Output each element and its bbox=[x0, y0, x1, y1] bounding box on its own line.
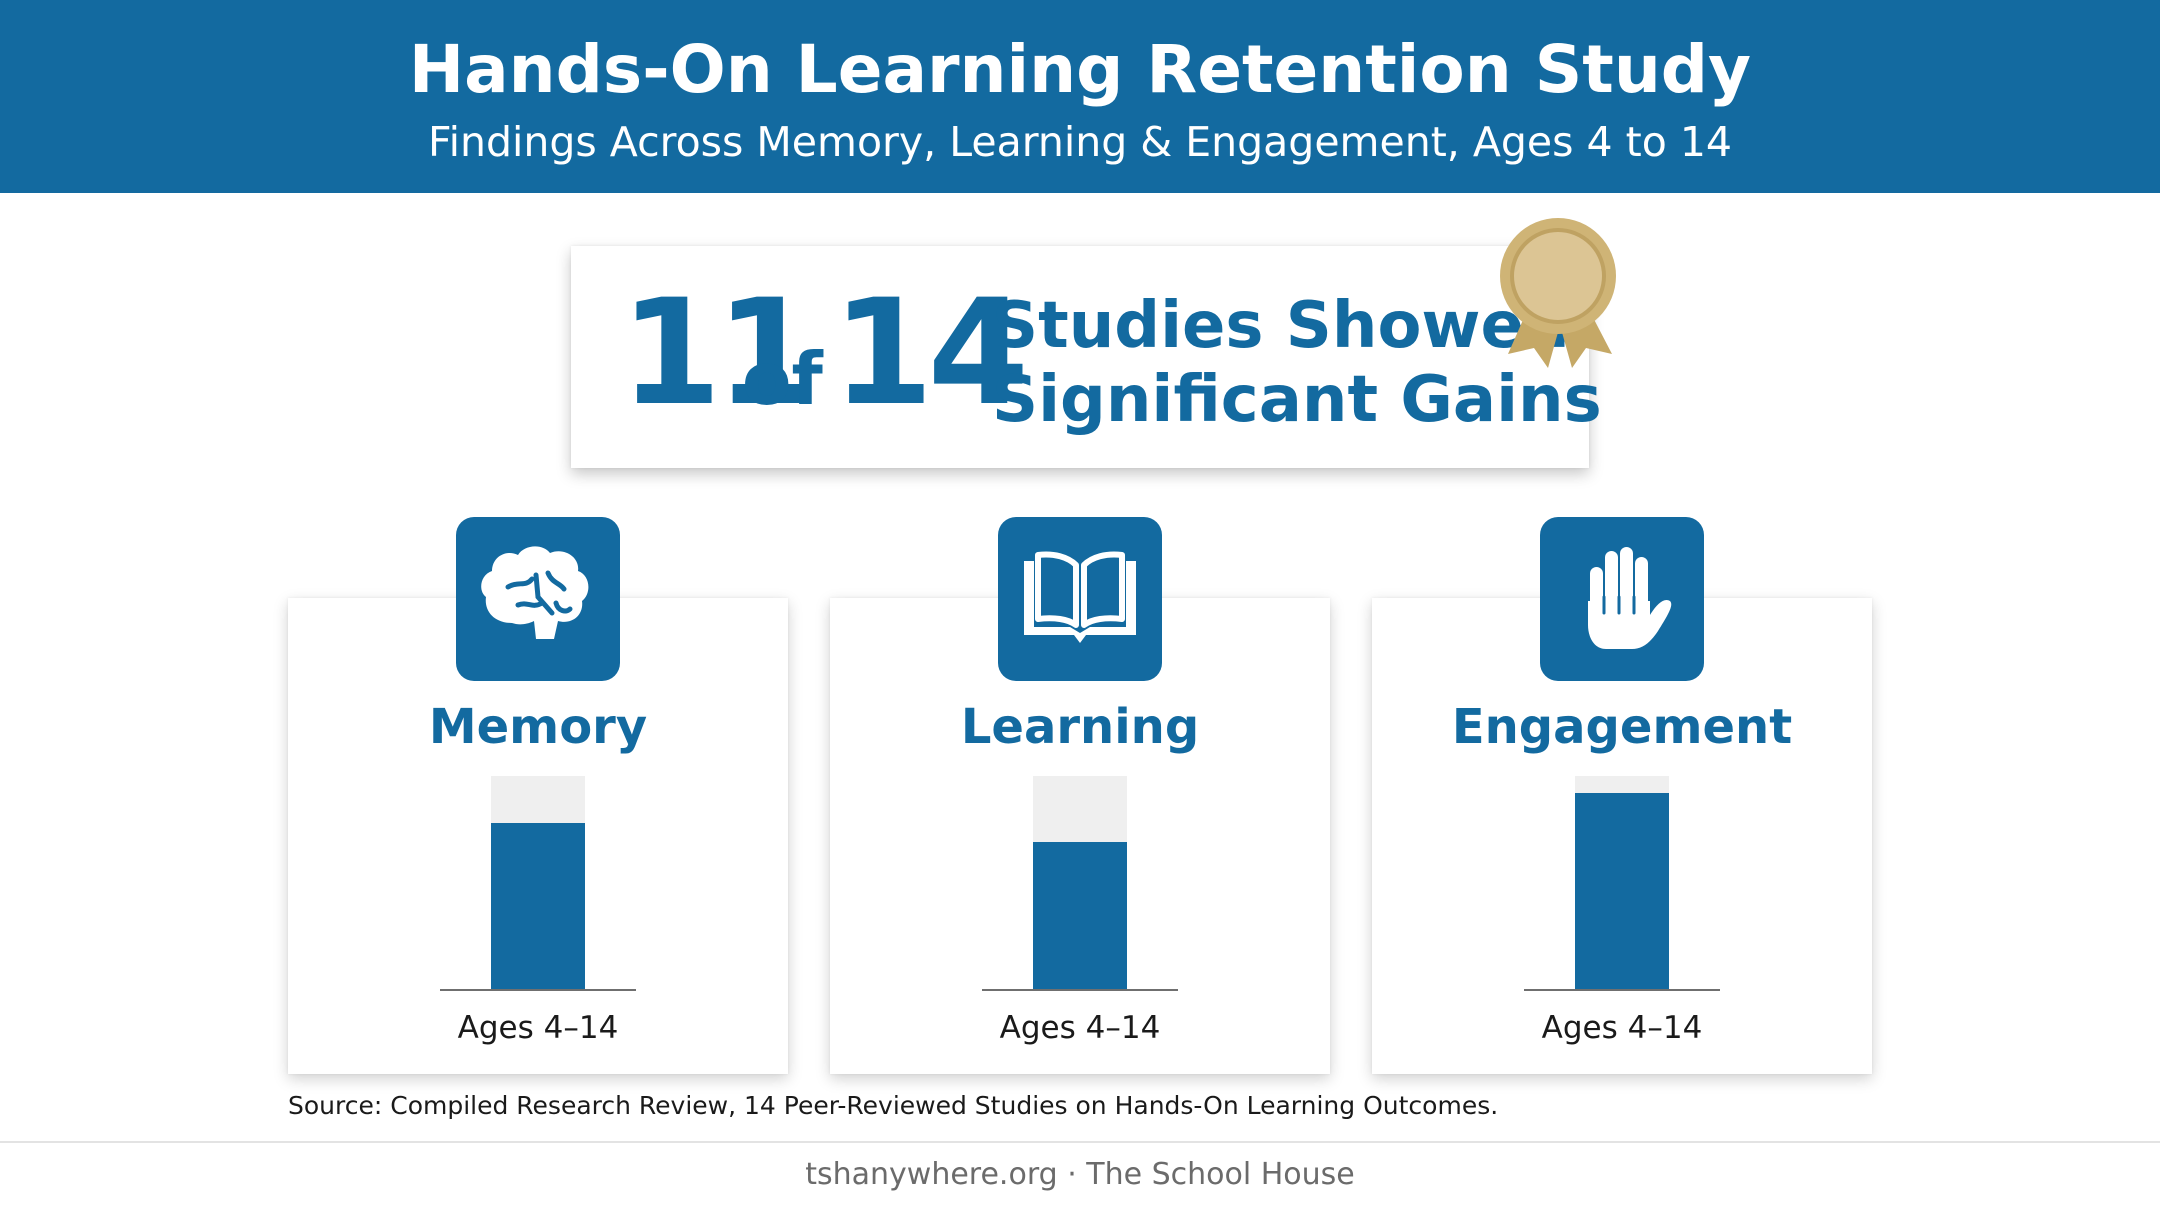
page-subtitle: Findings Across Memory, Learning & Engag… bbox=[427, 118, 1733, 166]
raised-hand-icon bbox=[1540, 517, 1704, 681]
highlight-card bbox=[571, 246, 1589, 468]
highlight-count: 11 bbox=[620, 268, 817, 438]
brain-icon bbox=[456, 517, 620, 681]
highlight-line-2: Significant Gains bbox=[992, 363, 1602, 437]
tick-label: Ages 4–14 bbox=[999, 1010, 1161, 1046]
highlight-line-1: Studies Showed bbox=[992, 289, 1570, 363]
source-note: Source: Compiled Research Review, 14 Pee… bbox=[288, 1091, 1499, 1120]
tick-label: Ages 4–14 bbox=[1541, 1010, 1703, 1046]
highlight-total: 14 bbox=[832, 268, 1029, 438]
page-title: Hands-On Learning Retention Study bbox=[408, 31, 1752, 108]
category-label: Learning bbox=[960, 699, 1200, 755]
bar bbox=[1575, 793, 1669, 990]
highlight-of-word: of bbox=[742, 337, 823, 421]
category-label: Engagement bbox=[1451, 699, 1793, 755]
x-axis-baseline bbox=[440, 989, 636, 991]
bar-track bbox=[1033, 776, 1127, 990]
bar bbox=[1033, 842, 1127, 990]
open-book-icon bbox=[998, 517, 1162, 681]
tick-label: Ages 4–14 bbox=[457, 1010, 619, 1046]
footer-credit: tshanywhere.org · The School House bbox=[805, 1157, 1355, 1192]
award-medal-icon bbox=[1490, 212, 1630, 388]
x-axis-baseline bbox=[982, 989, 1178, 991]
bar bbox=[491, 823, 585, 990]
x-axis-baseline bbox=[1524, 989, 1720, 991]
header-banner: Hands-On Learning Retention Study Findin… bbox=[0, 0, 2160, 193]
bar-track bbox=[491, 776, 585, 990]
bar-track bbox=[1575, 776, 1669, 990]
category-label: Memory bbox=[428, 699, 648, 755]
footer-divider bbox=[0, 1141, 2160, 1143]
